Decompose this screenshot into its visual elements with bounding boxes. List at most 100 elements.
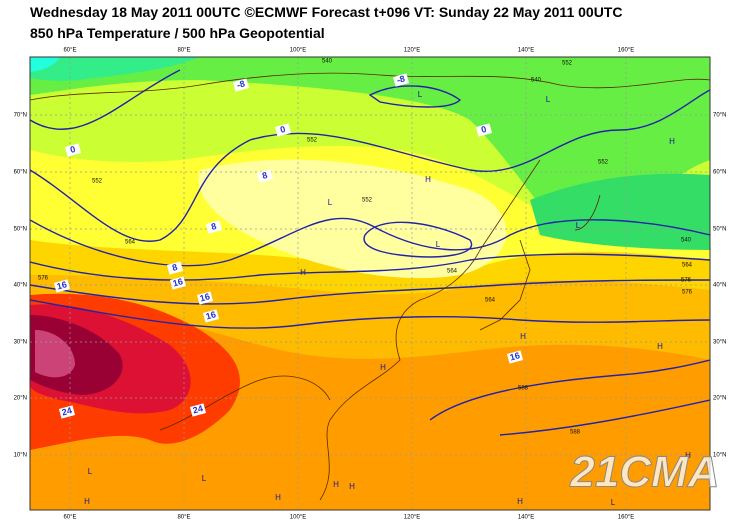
lat-label: 50°N: [14, 227, 27, 233]
temperature-label-box: [475, 123, 493, 137]
lat-label: 30°N: [713, 340, 726, 346]
pressure-center: H: [669, 137, 675, 146]
pressure-center: L: [436, 240, 441, 249]
temperature-label-box: [169, 276, 187, 290]
lat-label: 70°N: [14, 113, 27, 119]
contour-label: 552: [92, 179, 103, 185]
contour-label: 540: [681, 238, 692, 244]
temperature-label: -8: [236, 79, 246, 91]
contour-label: 552: [562, 61, 573, 67]
contour-label: 564: [125, 240, 136, 246]
coastlines: [30, 72, 710, 501]
pressure-center: H: [425, 175, 431, 184]
pressure-center: L: [328, 198, 333, 207]
contour-label: 552: [307, 138, 318, 144]
pressure-center: L: [418, 90, 423, 99]
lon-label: 140°E: [518, 515, 534, 521]
pressure-center: L: [611, 498, 616, 507]
pressure-center: H: [333, 480, 339, 489]
pressure-center: H: [517, 497, 523, 506]
lat-label: 40°N: [14, 283, 27, 289]
contour-label: 576: [38, 276, 49, 282]
temperature-label-box: [274, 123, 292, 137]
temperature-label-box: [53, 279, 71, 293]
map-frame: [29, 56, 711, 511]
header-title: Wednesday 18 May 2011 00UTC ©ECMWF Forec…: [30, 4, 623, 20]
lat-label: 40°N: [713, 283, 726, 289]
lon-label: 60°E: [63, 48, 76, 54]
contour-label: 552: [362, 198, 373, 204]
contour-label: 564: [682, 263, 693, 269]
watermark: 21CMA: [569, 448, 719, 497]
pressure-center: L: [88, 467, 93, 476]
temperature-label-box: [189, 403, 207, 417]
contour-label: 576: [682, 290, 693, 296]
contour-label: 552: [598, 160, 609, 166]
temperature-label-box: [506, 350, 524, 364]
contour-label: 540: [531, 78, 542, 84]
temperature-label: 24: [192, 403, 204, 415]
temperature-label: 16: [205, 309, 217, 321]
temperature-label-box: [166, 261, 184, 275]
graticule: [30, 57, 710, 510]
temperature-label-box: [64, 143, 82, 157]
contour-label: 564: [485, 298, 496, 304]
pressure-center: H: [275, 493, 281, 502]
temperature-label-box: [256, 169, 274, 183]
contour-label: 576: [681, 278, 692, 284]
temperature-label: 8: [171, 262, 178, 273]
temperature-label: 16: [509, 350, 521, 362]
lat-label: 50°N: [713, 227, 726, 233]
contour-label: 540: [322, 59, 333, 65]
temperature-label: 16: [56, 279, 68, 291]
pressure-center: H: [349, 482, 355, 491]
lon-label: 100°E: [290, 515, 306, 521]
temperature-label: 0: [279, 124, 286, 135]
lat-label: 70°N: [713, 113, 726, 119]
temperature-label: 16: [199, 291, 211, 303]
pressure-center: H: [685, 451, 691, 460]
lat-label: 60°N: [713, 170, 726, 176]
lon-label: 100°E: [290, 48, 306, 54]
lon-label: 160°E: [618, 515, 634, 521]
lon-label: 120°E: [404, 515, 420, 521]
temperature-label-box: [58, 405, 76, 419]
contour-label: 588: [570, 430, 581, 436]
temperature-label: -8: [396, 74, 406, 86]
temperature-label: 8: [261, 170, 268, 181]
contour-label: 588: [518, 386, 529, 392]
lat-label: 30°N: [14, 340, 27, 346]
lon-label: 80°E: [177, 515, 190, 521]
temperature-field: [30, 57, 710, 510]
temperature-label: 24: [61, 405, 73, 417]
lat-label: 60°N: [14, 170, 27, 176]
pressure-center: L: [576, 221, 581, 230]
temperature-label: 0: [480, 124, 487, 135]
lat-label: 20°N: [14, 396, 27, 402]
temperature-label-box: [202, 309, 220, 323]
temperature-label-box: [205, 220, 223, 234]
lon-label: 60°E: [63, 515, 76, 521]
temperature-label: 8: [210, 221, 217, 232]
geopotential-contours: [30, 69, 710, 436]
temperature-label: 16: [172, 276, 184, 288]
pressure-center: L: [202, 474, 207, 483]
pressure-center: L: [546, 95, 551, 104]
temperature-label: 0: [69, 144, 76, 155]
temperature-label-box: [196, 291, 214, 305]
lon-label: 140°E: [518, 48, 534, 54]
lat-label: 20°N: [713, 396, 726, 402]
contour-label: 564: [447, 269, 458, 275]
pressure-center: H: [300, 268, 306, 277]
lat-label: 10°N: [14, 453, 27, 459]
temperature-label-box: [392, 73, 410, 87]
lat-label: 10°N: [713, 453, 726, 459]
temperature-label-box: [232, 78, 250, 92]
pressure-center: H: [84, 497, 90, 506]
pressure-center: H: [380, 363, 386, 372]
pressure-center: H: [657, 342, 663, 351]
lon-label: 160°E: [618, 48, 634, 54]
pressure-center: H: [520, 332, 526, 341]
